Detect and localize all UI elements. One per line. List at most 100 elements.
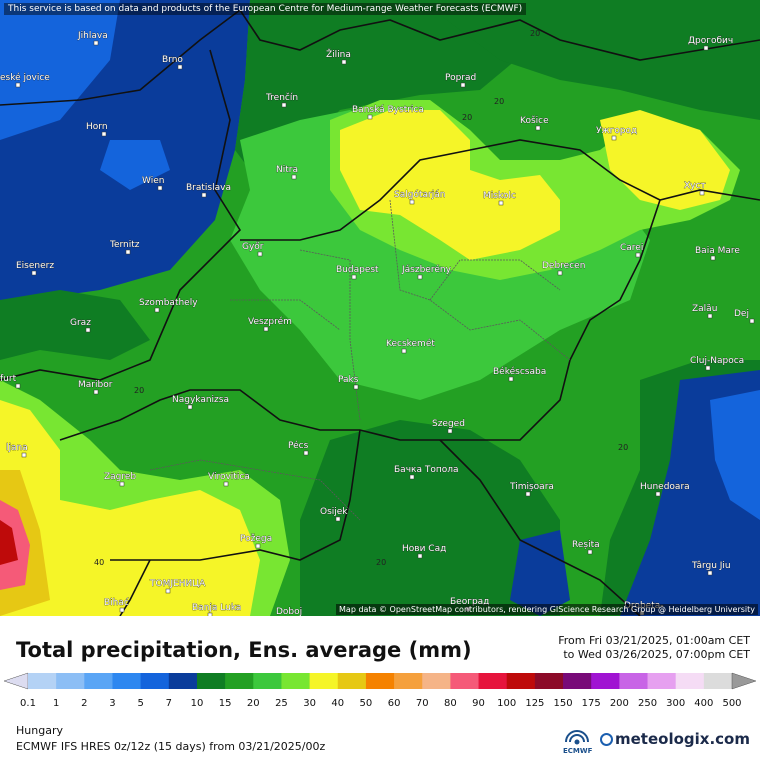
field-125mm-southwest: [0, 520, 18, 565]
city-marker[interactable]: Veszprém: [248, 316, 292, 332]
city-marker[interactable]: Košice: [520, 115, 549, 131]
legend-label: 250: [637, 698, 658, 709]
city-marker[interactable]: Miskolc: [483, 191, 516, 206]
city-dot: [409, 199, 415, 205]
legend-swatch: [84, 673, 113, 689]
legend-label: 300: [666, 698, 686, 709]
city-marker[interactable]: Timișoara: [509, 482, 554, 497]
legend-swatch: [168, 673, 198, 689]
city-marker[interactable]: Brno: [162, 55, 184, 70]
city-marker[interactable]: Trenčín: [265, 92, 298, 108]
city-label: Poprad: [445, 73, 476, 83]
city-marker[interactable]: Graz: [70, 318, 91, 333]
city-marker[interactable]: Нови Сад: [402, 544, 447, 559]
city-marker[interactable]: Târgu Jiu: [691, 561, 731, 576]
city-marker[interactable]: Horn: [86, 122, 108, 137]
legend-label: 0.1: [20, 698, 36, 709]
legend-swatch: [196, 673, 226, 689]
city-label: Zagreb: [104, 472, 136, 482]
city-marker[interactable]: Wien: [142, 176, 165, 191]
city-marker[interactable]: Virovitica: [208, 472, 250, 487]
city-marker[interactable]: Bihać: [104, 597, 129, 613]
city-dot: [201, 192, 207, 198]
legend-label: 60: [387, 698, 401, 709]
city-marker[interactable]: Nitra: [276, 165, 298, 180]
legend-label: 90: [472, 698, 485, 709]
legend-label: 25: [275, 698, 288, 709]
meteologix-brand[interactable]: meteologix.com: [600, 730, 750, 748]
city-marker[interactable]: Бачка Топола: [394, 465, 459, 480]
city-marker[interactable]: Győr: [242, 242, 264, 257]
city-marker[interactable]: Salgótarján: [394, 189, 446, 205]
city-label: Kecskemét: [386, 338, 435, 349]
city-marker[interactable]: Osijek: [320, 507, 349, 522]
city-marker[interactable]: Eisenerz: [16, 261, 55, 276]
time-from: From Fri 03/21/2025, 01:00am CET: [558, 634, 750, 647]
city-marker[interactable]: Cluj-Napoca: [690, 356, 744, 371]
legend-swatch: [281, 673, 311, 689]
city-marker[interactable]: Pécs: [288, 440, 309, 456]
city-marker[interactable]: Dej: [734, 309, 755, 324]
city-marker[interactable]: Zagreb: [104, 472, 137, 487]
legend-colorbar: [3, 672, 757, 690]
city-dot: [557, 270, 563, 276]
city-marker[interactable]: Doboj: [276, 607, 303, 616]
field-15mm-west: [0, 290, 150, 360]
city-marker[interactable]: Nagykanizsa: [172, 395, 229, 410]
map-footer: Total precipitation, Ens. average (mm) F…: [0, 616, 760, 760]
city-marker[interactable]: Carei: [620, 243, 644, 258]
city-dot: [291, 174, 297, 180]
map-attribution[interactable]: Map data © OpenStreetMap contributors, r…: [336, 604, 758, 615]
city-marker[interactable]: Ternitz: [109, 240, 140, 255]
city-marker[interactable]: Дрогобич: [688, 36, 734, 51]
city-dot: [417, 553, 423, 559]
city-label: Miskolc: [483, 191, 516, 201]
precipitation-map[interactable]: Jihlava Brno Žilina Poprad Дрогобич Trenčín Ba…: [0, 0, 760, 616]
legend-swatch: [309, 673, 339, 689]
city-dot: [119, 481, 125, 487]
city-marker[interactable]: eské jovice: [0, 72, 51, 88]
city-marker[interactable]: Debrecen: [542, 261, 586, 276]
city-label: Bihać: [104, 597, 129, 608]
legend-label: 20: [246, 698, 260, 709]
city-marker[interactable]: Kecskemét: [386, 338, 436, 354]
city-marker[interactable]: Szombathely: [139, 298, 199, 313]
city-marker[interactable]: Bratislava: [186, 183, 231, 198]
city-label: Horn: [86, 122, 108, 132]
city-label: Timișoara: [509, 482, 554, 492]
city-marker[interactable]: Banská Bystrica: [352, 105, 424, 120]
contour-label: 20: [462, 113, 472, 122]
city-marker[interactable]: Хуст: [684, 181, 706, 196]
city-marker[interactable]: ljana: [6, 443, 28, 458]
city-marker[interactable]: Baia Mare: [695, 246, 741, 261]
city-marker[interactable]: Hunedoara: [640, 482, 690, 497]
city-dot: [525, 491, 531, 497]
city-marker[interactable]: Poprad: [445, 73, 477, 88]
contour-label: 40: [94, 558, 104, 567]
city-marker[interactable]: Požega: [240, 534, 272, 549]
city-marker[interactable]: ТОМЈЕНИЦА: [149, 579, 206, 594]
city-label: Carei: [620, 243, 643, 253]
city-label: Baia Mare: [695, 246, 740, 256]
city-dot: [508, 376, 514, 382]
legend-labels: 0.1 1 2 3 5 7 10 15 20 25 30 40 50 60 70 80 90 100 125 150 1…: [0, 698, 760, 710]
city-marker[interactable]: Zalău: [692, 304, 718, 319]
country-borders: [0, 8, 760, 616]
legend-swatch: [563, 673, 592, 689]
city-dot: [255, 543, 261, 549]
city-marker[interactable]: furt: [0, 374, 21, 389]
city-marker[interactable]: Jihlava: [77, 31, 108, 46]
city-marker[interactable]: Paks: [338, 375, 359, 390]
city-dot: [703, 45, 709, 51]
city-marker[interactable]: Banja Luka: [192, 603, 242, 616]
city-marker[interactable]: Budapest: [336, 265, 379, 280]
city-marker[interactable]: Jászberény: [401, 264, 452, 280]
city-marker[interactable]: Reșita: [572, 540, 600, 555]
city-marker[interactable]: Žilina: [326, 48, 351, 65]
city-marker[interactable]: Békéscsaba: [493, 366, 547, 382]
city-marker[interactable]: Szeged: [432, 419, 465, 434]
city-marker[interactable]: Maribor: [78, 380, 113, 395]
city-marker[interactable]: Ужгород: [596, 126, 638, 141]
field-15mm-south: [300, 420, 560, 616]
city-label: Szeged: [432, 419, 465, 429]
